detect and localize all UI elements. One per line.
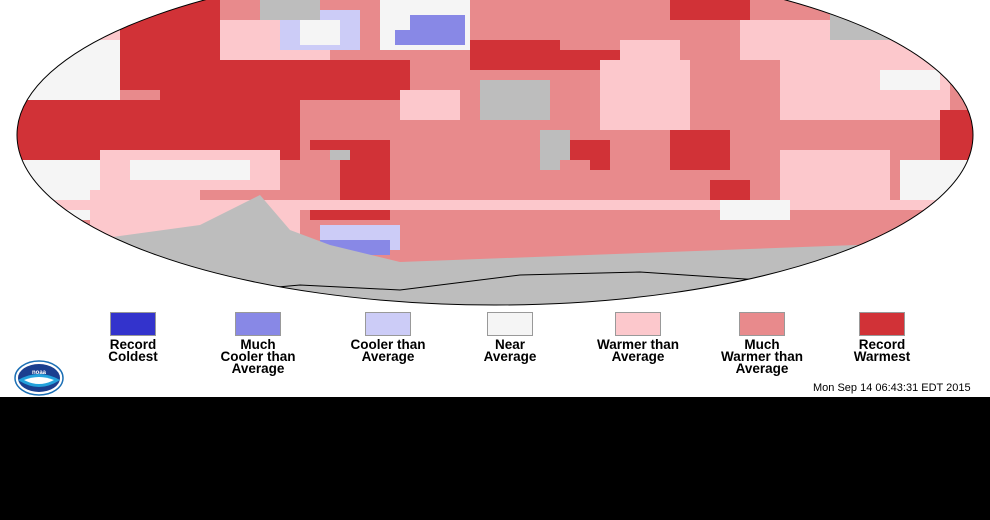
map-grid-cell <box>480 80 550 120</box>
map-grid-cell <box>260 0 320 20</box>
legend-label: Warmer than Average <box>596 337 679 364</box>
legend-label: Much Warmer than Average <box>720 337 803 376</box>
map-outline <box>16 0 974 306</box>
legend-swatch <box>487 312 533 336</box>
map-grid-cell <box>670 0 750 20</box>
map-grid-cell <box>300 20 340 45</box>
legend-swatch <box>110 312 156 336</box>
map-grid-cell <box>880 70 940 90</box>
map-grid-cell <box>670 130 730 170</box>
legend-swatch <box>615 312 661 336</box>
map-grid-cell <box>30 40 120 80</box>
svg-text:noaa: noaa <box>32 370 47 376</box>
legend-item: Much Warmer than Average <box>697 312 827 375</box>
legend-swatch <box>235 312 281 336</box>
legend-label: Much Cooler than Average <box>220 337 296 376</box>
legend-item: Cooler than Average <box>323 312 453 363</box>
legend-item: Near Average <box>445 312 575 363</box>
map-grid-cell <box>395 30 425 45</box>
map-grid-cell <box>900 160 970 200</box>
legend-item: Much Cooler than Average <box>193 312 323 375</box>
noaa-logo: noaa <box>14 360 64 396</box>
map-grid-cell <box>560 160 590 200</box>
map-grid-cell <box>830 0 890 40</box>
black-bottom-band <box>0 397 990 520</box>
map-grid-cell <box>30 200 970 210</box>
legend-item: Record Coldest <box>68 312 198 363</box>
legend-swatch <box>859 312 905 336</box>
map-grid-cell <box>330 150 350 160</box>
map-grid-cell <box>400 90 460 120</box>
legend-label: Record Coldest <box>108 337 158 364</box>
map-figure: Record Coldest Much Cooler than Average Co… <box>0 0 990 397</box>
legend-label: Record Warmest <box>853 337 911 364</box>
legend-label: Cooler than Average <box>350 337 426 364</box>
world-temperature-map <box>16 0 974 306</box>
legend-swatch <box>365 312 411 336</box>
map-grid-cell <box>130 160 250 180</box>
legend-item: Warmer than Average <box>573 312 703 363</box>
legend-item: Record Warmest <box>817 312 947 363</box>
map-grid-cell <box>940 110 973 160</box>
map-grid-cell <box>720 200 790 220</box>
map-grid-cell <box>260 60 410 100</box>
map-grid-cell <box>600 60 690 130</box>
timestamp: Mon Sep 14 06:43:31 EDT 2015 <box>813 382 971 394</box>
legend-label: Near Average <box>483 337 537 364</box>
legend-swatch <box>739 312 785 336</box>
